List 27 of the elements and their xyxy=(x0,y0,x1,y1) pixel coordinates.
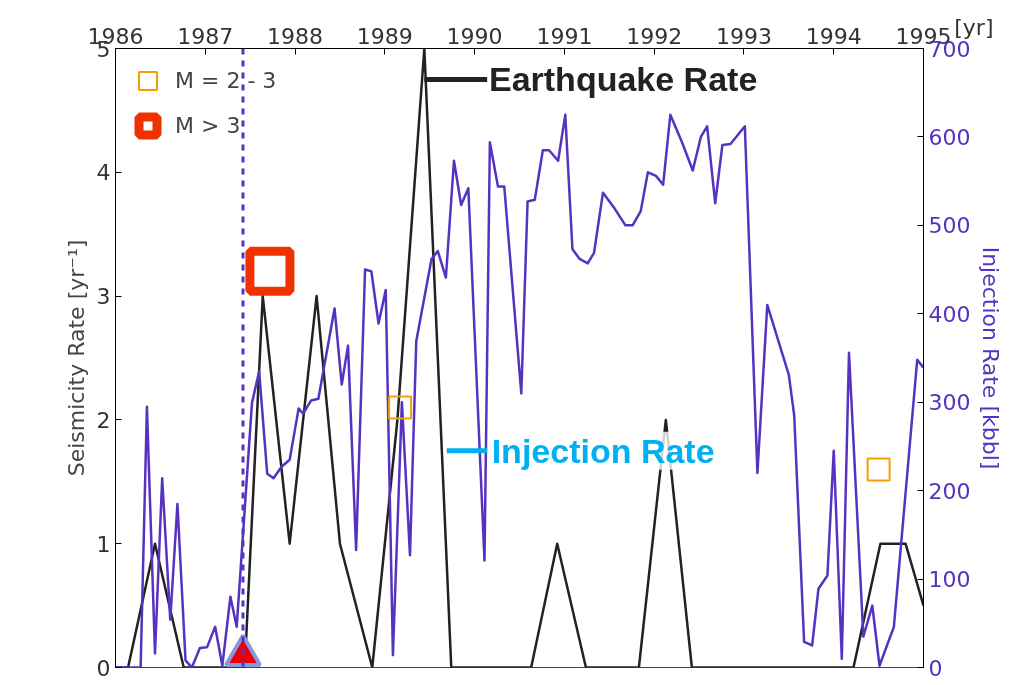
y2-tick-label: 100 xyxy=(928,567,971,593)
x-tick-label: 1992 xyxy=(626,23,683,49)
legend-label: M > 3 xyxy=(175,113,241,138)
y-tick-label: 3 xyxy=(96,284,111,310)
series-label: Injection Rate xyxy=(491,431,715,470)
y-tick-label: 1 xyxy=(96,531,111,557)
x-tick-label: 1989 xyxy=(356,23,413,49)
y2-tick-label: 0 xyxy=(928,655,943,681)
y2-tick-label: 300 xyxy=(928,390,971,416)
y-axis-title: Seismicity Rate [yr⁻¹] xyxy=(63,239,89,477)
x-tick-label: 1991 xyxy=(536,23,593,49)
x-tick-label: 1993 xyxy=(715,23,772,49)
y-tick-label: 0 xyxy=(96,655,111,681)
y2-tick-label: 500 xyxy=(928,213,971,239)
x-tick-label: 1990 xyxy=(446,23,503,49)
legend-label: M = 2 - 3 xyxy=(175,68,277,93)
y2-tick-label: 600 xyxy=(928,124,971,150)
x-tick-label: 1988 xyxy=(267,23,324,49)
x-tick-label: 1994 xyxy=(805,23,862,49)
y2-axis-title: Injection Rate [kbbl] xyxy=(978,246,1004,470)
y2-tick-label: 200 xyxy=(928,478,971,504)
x-tick-label: 1987 xyxy=(177,23,234,49)
x-axis-title: [yr] xyxy=(954,14,994,40)
y-tick-label: 2 xyxy=(96,407,111,433)
y-tick-label: 4 xyxy=(96,160,111,186)
y2-tick-label: 400 xyxy=(928,301,971,327)
legend-label: Earthquake Rate xyxy=(488,60,758,99)
